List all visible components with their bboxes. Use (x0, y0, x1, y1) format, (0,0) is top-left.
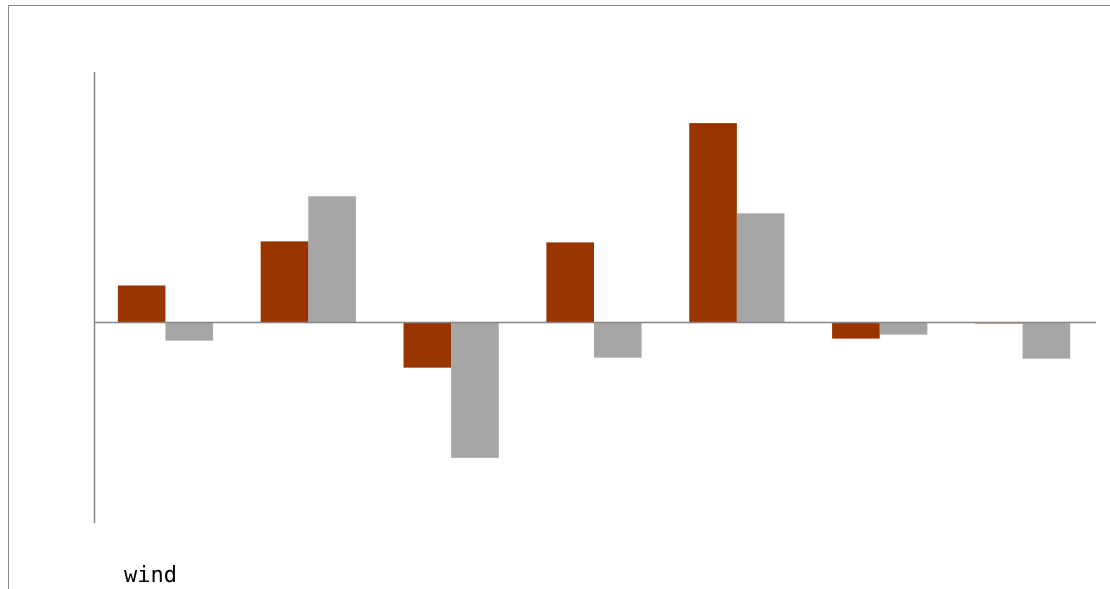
bar-series2-7 (1022, 322, 1071, 359)
bar-series1-4 (546, 242, 594, 323)
chart-annotation: wind (124, 563, 177, 588)
bar-series2-2 (308, 196, 356, 323)
bar-series1-1 (117, 285, 166, 323)
bar-series2-5 (736, 213, 785, 323)
plot-area (93, 72, 1096, 523)
bar-series2-3 (451, 322, 499, 458)
bar-series2-1 (165, 322, 214, 341)
bar-series1-6 (832, 322, 880, 339)
bar-series1-2 (260, 241, 309, 323)
bar-series2-4 (594, 322, 642, 358)
bar-series1-5 (689, 123, 737, 323)
bar-series2-6 (879, 322, 928, 335)
bars-group (117, 123, 1071, 458)
bar-series1-3 (403, 322, 452, 368)
